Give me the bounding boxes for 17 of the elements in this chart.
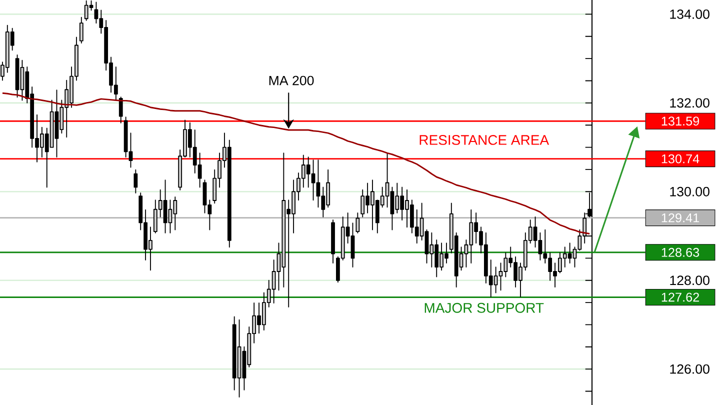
y-tick-label: 128.00 (670, 276, 710, 286)
ref-line-label: 130.74 (662, 154, 700, 164)
text: MA 200 (269, 76, 314, 86)
y-tick-label: 134.00 (670, 9, 710, 19)
annotation: RESISTANCE AREA (420, 135, 550, 145)
candlestick (79, 16, 84, 44)
y-tick-label: 130.00 (670, 186, 710, 196)
candlestick (134, 169, 138, 194)
candlestick (331, 220, 335, 264)
ref-line-label: 128.63 (662, 248, 700, 257)
annotation: MAJOR SUPPORT (424, 302, 544, 313)
ref-line-label: 131.59 (662, 116, 700, 126)
y-tick-label: 126.00 (670, 364, 710, 374)
y-tick-label: 132.00 (670, 98, 710, 108)
candlestick (356, 212, 360, 234)
ref-line-label: 129.41 (662, 213, 700, 222)
ref-line-label: 127.62 (662, 292, 700, 302)
